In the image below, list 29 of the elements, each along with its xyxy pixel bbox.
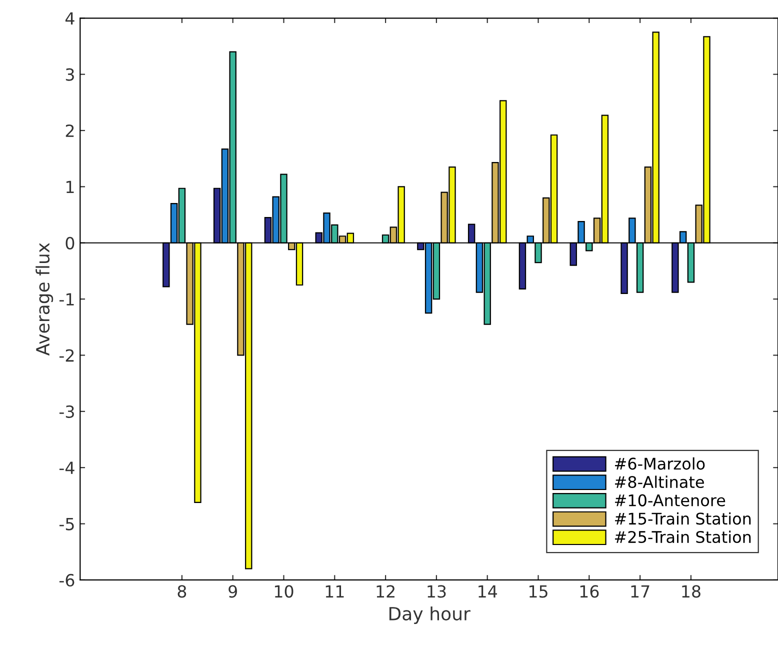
y-tick-label: 1 [66, 180, 74, 194]
y-tick-label: -4 [59, 462, 74, 474]
y-tick-label: -1 [59, 293, 74, 306]
x-tick-label: 12 [376, 585, 394, 598]
y-tick-label: 4 [65, 12, 74, 24]
y-tick-label: -6 [59, 574, 74, 587]
x-tick-label: 16 [580, 585, 599, 598]
x-tick-label: 9 [228, 585, 237, 598]
x-tick-label: 10 [274, 585, 294, 598]
y-tick-label: 2 [66, 124, 74, 137]
y-tick-label: -3 [59, 405, 74, 418]
y-tick-label: -5 [59, 518, 74, 530]
y-axis-title: Average flux [36, 242, 54, 356]
y-tick-label: 0 [66, 236, 74, 250]
x-tick-label: 15 [529, 585, 548, 598]
x-tick-label: 8 [178, 585, 186, 598]
x-tick-label: 11 [326, 585, 344, 598]
legend-label: #15-Train Station [615, 512, 751, 525]
legend-label: #10-Antenore [615, 494, 726, 506]
y-tick-label: 3 [66, 68, 74, 81]
x-tick-label: 17 [631, 585, 650, 598]
legend-label: #25-Train Station [615, 530, 751, 544]
legend-label: #6-Marzolo [615, 457, 705, 470]
x-tick-label: 14 [478, 585, 498, 598]
y-tick-label: -2 [59, 349, 74, 362]
x-axis-title: Day hour [389, 606, 470, 624]
x-tick-label: 13 [428, 585, 446, 598]
legend-label: #8-Altinate [615, 476, 704, 488]
x-tick-label: 18 [682, 585, 700, 598]
